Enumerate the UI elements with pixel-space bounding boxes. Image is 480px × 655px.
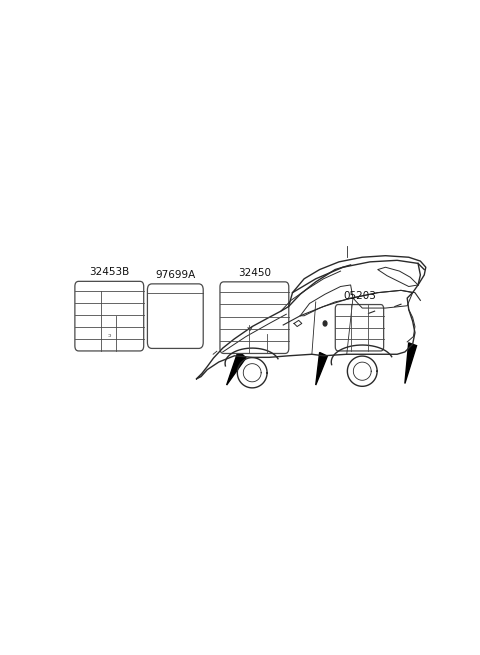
- FancyBboxPatch shape: [220, 282, 289, 354]
- FancyBboxPatch shape: [147, 284, 203, 348]
- Polygon shape: [227, 350, 246, 385]
- FancyBboxPatch shape: [335, 305, 384, 351]
- Text: ↄ: ↄ: [108, 333, 111, 338]
- Text: 97699A: 97699A: [155, 270, 195, 280]
- FancyBboxPatch shape: [75, 282, 144, 351]
- Text: 32453B: 32453B: [89, 267, 130, 277]
- Text: 05203: 05203: [343, 291, 376, 301]
- Polygon shape: [316, 352, 327, 385]
- Circle shape: [323, 321, 327, 326]
- Polygon shape: [405, 343, 417, 384]
- Text: 32450: 32450: [238, 268, 271, 278]
